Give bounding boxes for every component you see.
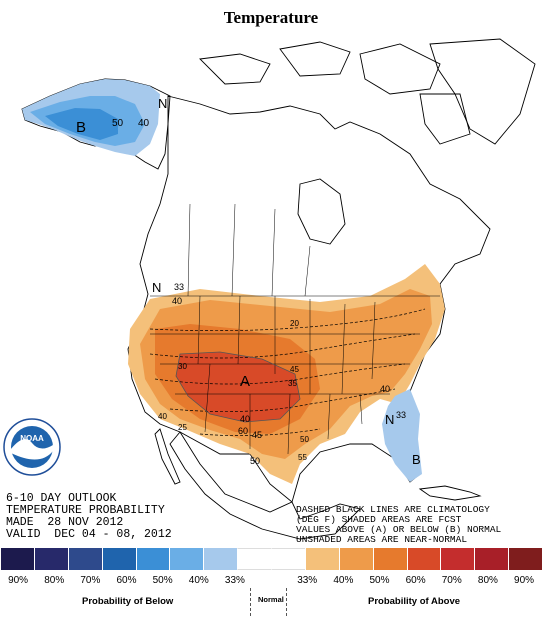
baja-outline bbox=[154, 428, 181, 485]
outlook-line-1: 6-10 DAY OUTLOOK bbox=[6, 492, 117, 505]
colorbar-swatch-4 bbox=[135, 548, 170, 570]
center-45-label: 45 bbox=[252, 430, 262, 440]
southeast-n-label: N bbox=[385, 412, 394, 427]
colorbar-label-3: 60% bbox=[116, 575, 137, 586]
noaa-logo: NOAA bbox=[3, 418, 61, 476]
normal-bracket-right bbox=[286, 588, 287, 616]
probability-contours bbox=[175, 351, 301, 423]
probability-colorbar bbox=[0, 548, 542, 570]
colorbar-swatch-14 bbox=[474, 548, 509, 570]
southeast-below-shading bbox=[382, 389, 422, 482]
clim-30-label: 30 bbox=[178, 362, 187, 371]
colorbar-swatch-15 bbox=[508, 548, 542, 570]
clim-55-label: 55 bbox=[298, 453, 307, 462]
climatology-lines bbox=[149, 308, 426, 437]
normal-bracket-left bbox=[250, 588, 251, 616]
greenland-outline bbox=[429, 38, 536, 145]
cuba-outline bbox=[418, 485, 482, 501]
colorbar-label-9: 40% bbox=[333, 575, 354, 586]
center-60-label: 60 bbox=[238, 426, 248, 436]
colorbar-label-12: 70% bbox=[441, 575, 462, 586]
colorbar-label-7 bbox=[253, 575, 289, 589]
legend-note-line-1: DASHED BLACK LINES ARE CLIMATOLOGY bbox=[296, 504, 490, 515]
arctic-islands-outline bbox=[199, 41, 471, 145]
alaska-below-shading bbox=[22, 79, 160, 156]
clim-35-label: 35 bbox=[288, 379, 297, 388]
colorbar-label-11: 60% bbox=[405, 575, 426, 586]
outlook-line-2: TEMPERATURE PROBABILITY bbox=[6, 504, 165, 517]
colorbar-swatch-9 bbox=[304, 548, 339, 570]
outlook-info: 6-10 DAY OUTLOOK TEMPERATURE PROBABILITY M… bbox=[6, 493, 172, 541]
west-40-label: 40 bbox=[172, 296, 182, 306]
west-n-label: N bbox=[152, 280, 161, 295]
colorbar-swatch-2 bbox=[67, 548, 102, 570]
colorbar-label-5: 40% bbox=[188, 575, 209, 586]
caption-above: Probability of Above bbox=[368, 596, 461, 607]
colorbar-swatch-11 bbox=[372, 548, 407, 570]
clim-45-label: 45 bbox=[290, 365, 299, 374]
southeast-b-label: B bbox=[412, 452, 421, 467]
legend-note-line-4: UNSHADED AREAS ARE NEAR-NORMAL bbox=[296, 534, 468, 545]
mexico-outline bbox=[169, 431, 361, 540]
map-labels: B N 50 40 N 33 40 A 50 60 40 45 N 33 B 4… bbox=[76, 96, 421, 467]
caption-normal: Normal bbox=[258, 595, 284, 604]
colorbar-label-4: 50% bbox=[152, 575, 173, 586]
clim-25-label: 25 bbox=[178, 423, 187, 432]
legend-note-line-2: (DEG F) SHADED AREAS ARE FCST bbox=[296, 514, 462, 525]
colorbar-swatch-6 bbox=[203, 548, 238, 570]
caption-below: Probability of Below bbox=[82, 596, 174, 607]
colorbar-swatch-12 bbox=[406, 548, 441, 570]
outlook-line-4: VALID DEC 04 - 08, 2012 bbox=[6, 528, 172, 541]
colorbar-label-2: 70% bbox=[80, 575, 101, 586]
colorbar-swatch-8 bbox=[271, 548, 305, 570]
legend-note: DASHED BLACK LINES ARE CLIMATOLOGY (DEG F… bbox=[296, 505, 501, 545]
colorbar-label-10: 50% bbox=[369, 575, 390, 586]
center-50-label: 50 bbox=[250, 456, 260, 466]
map-title: Temperature bbox=[223, 8, 319, 27]
center-40-label: 40 bbox=[240, 414, 250, 424]
colorbar-label-0: 90% bbox=[8, 575, 29, 586]
clim-20-label: 20 bbox=[290, 319, 299, 328]
colorbar-swatch-3 bbox=[101, 548, 136, 570]
noaa-logo-text: NOAA bbox=[20, 434, 44, 443]
alaska-n-label: N bbox=[158, 96, 167, 111]
alaska-50-label: 50 bbox=[112, 118, 124, 129]
outlook-map: B N 50 40 N 33 40 A 50 60 40 45 N 33 B 4… bbox=[3, 38, 536, 540]
northeast-40-label: 40 bbox=[380, 384, 390, 394]
colorbar-label-14: 90% bbox=[514, 575, 535, 586]
alaska-40-label: 40 bbox=[138, 118, 150, 129]
colorbar-swatch-10 bbox=[338, 548, 373, 570]
west-33-label: 33 bbox=[174, 282, 184, 292]
clim-50-label: 50 bbox=[300, 435, 309, 444]
center-a-label: A bbox=[240, 373, 250, 390]
colorbar-swatch-0 bbox=[0, 548, 34, 570]
colorbar-swatch-5 bbox=[169, 548, 204, 570]
colorbar-label-6: 33% bbox=[224, 575, 245, 586]
colorbar-swatch-13 bbox=[440, 548, 475, 570]
us-above-shading bbox=[128, 264, 445, 484]
colorbar-label-1: 80% bbox=[44, 575, 65, 586]
outlook-line-3: MADE 28 NOV 2012 bbox=[6, 516, 124, 529]
hudson-bay-outline bbox=[297, 178, 346, 245]
colorbar-label-13: 80% bbox=[477, 575, 498, 586]
alaska-b-label: B bbox=[76, 119, 86, 136]
colorbar-label-8: 33% bbox=[297, 575, 318, 586]
legend-note-line-3: VALUES ABOVE (A) OR BELOW (B) NORMAL bbox=[296, 524, 502, 535]
colorbar-swatch-7 bbox=[237, 548, 271, 570]
southeast-33-label: 33 bbox=[396, 410, 406, 420]
clim-40-label: 40 bbox=[158, 412, 167, 421]
probability-labels: 90% 80% 70% 60% 50% 40% 33% 33% 40% 50% 60% 70% 80% 9… bbox=[0, 575, 542, 589]
colorbar-swatch-1 bbox=[33, 548, 68, 570]
